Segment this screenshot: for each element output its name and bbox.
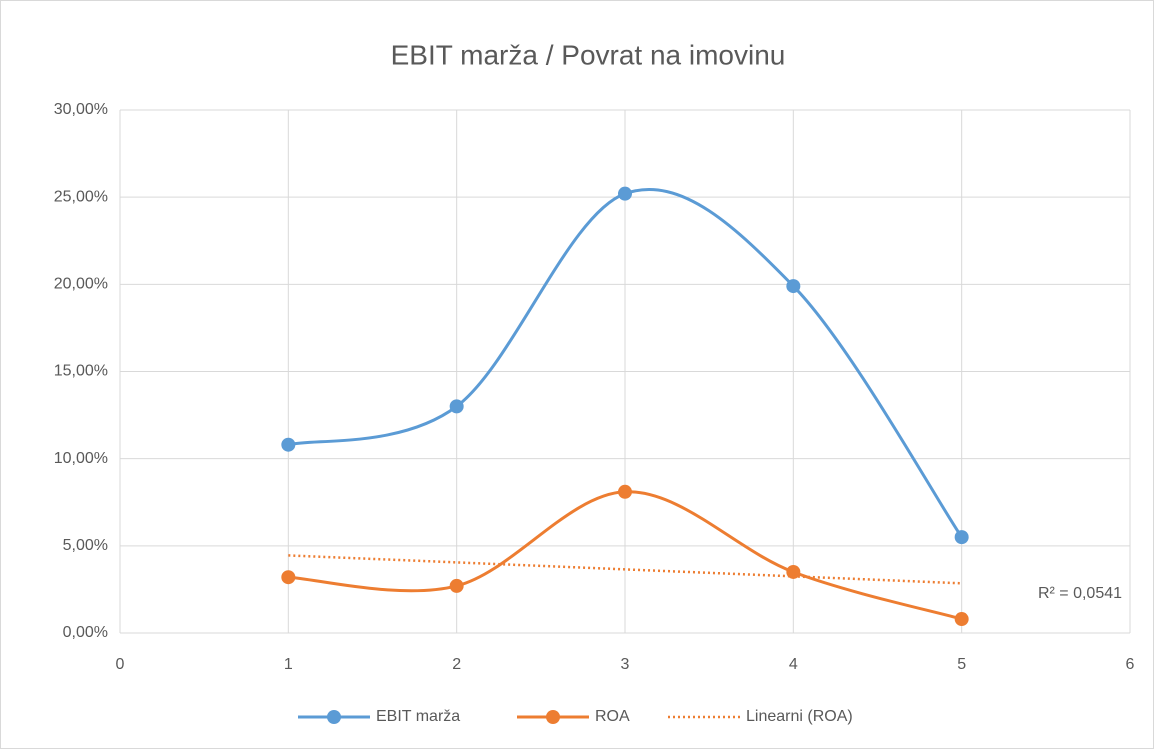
legend-label: Linearni (ROA) [746,708,853,725]
x-tick-label: 6 [1126,656,1135,673]
y-tick-label: 10,00% [54,450,108,467]
x-tick-label: 5 [957,656,966,673]
y-tick-label: 5,00% [63,537,108,554]
chart-title: EBIT marža / Povrat na imovinu [391,39,786,70]
x-tick-label: 0 [116,656,125,673]
point [618,484,632,499]
x-tick-label: 1 [284,656,293,673]
point [449,578,464,593]
point [449,399,464,414]
y-tick-label: 15,00% [54,363,108,380]
point [281,570,296,585]
legend-label: EBIT marža [376,708,460,725]
legend-label: ROA [595,708,630,725]
legend-marker [327,710,341,724]
x-tick-label: 4 [789,656,798,673]
y-tick-label: 0,00% [63,624,108,641]
y-tick-label: 25,00% [54,188,108,205]
point [281,437,296,452]
point [618,186,632,201]
point [954,530,969,545]
point [954,612,969,627]
r-squared: R² = 0,0541 [1038,585,1122,602]
point [786,279,801,294]
x-tick-label: 3 [621,656,630,673]
y-tick-label: 30,00% [54,101,108,118]
legend-marker [546,710,560,724]
y-tick-label: 20,00% [54,276,108,293]
trend-line [288,554,962,585]
x-tick-label: 2 [452,656,461,673]
